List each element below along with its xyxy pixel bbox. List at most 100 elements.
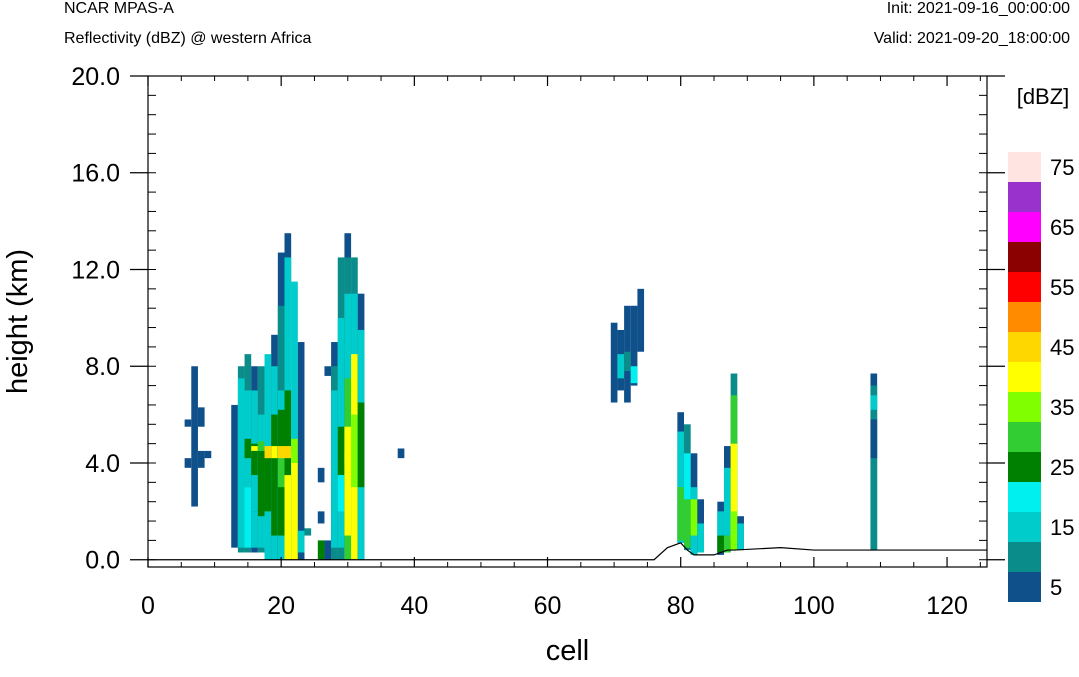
reflectivity-cell <box>297 342 305 560</box>
reflectivity-cell <box>630 305 638 386</box>
reflectivity-cell <box>264 446 272 459</box>
y-tick-label: 0.0 <box>85 547 120 575</box>
terrain-line <box>148 542 987 561</box>
reflectivity-cell <box>617 354 625 379</box>
reflectivity-cell <box>730 511 738 551</box>
colorbar-swatch <box>1008 362 1041 392</box>
reflectivity-cell <box>870 419 878 459</box>
reflectivity-cell <box>697 523 705 553</box>
colorbar-swatch <box>1008 272 1041 302</box>
reflectivity-cell <box>277 450 285 488</box>
colorbar-label: 5 <box>1050 575 1062 600</box>
reflectivity-cell <box>624 351 631 372</box>
colorbar-label: 35 <box>1050 395 1074 420</box>
reflectivity-cell <box>184 458 192 468</box>
x-tick-label: 120 <box>926 592 968 620</box>
reflectivity-cell <box>317 511 325 524</box>
init-time: Init: 2021-09-16_00:00:00 <box>886 0 1070 17</box>
reflectivity-cell <box>637 288 645 352</box>
colorbar-label: 75 <box>1050 155 1074 180</box>
reflectivity-cell <box>271 414 278 536</box>
reflectivity-cell <box>737 523 744 551</box>
colorbar-swatch <box>1008 482 1041 512</box>
valid-time: Valid: 2021-09-20_18:00:00 <box>873 30 1070 47</box>
reflectivity-cell <box>257 441 265 451</box>
reflectivity-cell <box>677 487 685 541</box>
reflectivity-cell <box>304 528 312 536</box>
reflectivity-cell <box>291 438 298 463</box>
x-axis-label: cell <box>546 635 590 667</box>
x-tick-label: 60 <box>534 592 562 620</box>
reflectivity-cell <box>331 390 338 548</box>
plot-frame <box>147 75 988 568</box>
reflectivity-cell <box>351 414 358 488</box>
x-tick-label: 20 <box>267 592 295 620</box>
reflectivity-cell <box>284 446 292 459</box>
reflectivity-cell <box>870 385 878 551</box>
reflectivity-cell <box>264 453 272 512</box>
colorbar-label: 65 <box>1050 215 1074 240</box>
colorbar-swatch <box>1008 212 1041 242</box>
colorbar-swatch <box>1008 302 1041 332</box>
reflectivity-cell <box>317 467 325 483</box>
chart-subtitle: Reflectivity (dBZ) @ western Africa <box>64 30 312 47</box>
reflectivity-cell <box>630 366 638 384</box>
reflectivity-cell <box>723 467 731 536</box>
colorbar: 5 15 25 35 45 55 65 75 <box>1008 152 1074 602</box>
y-tick-label: 20.0 <box>71 63 120 91</box>
reflectivity-cell <box>271 446 278 459</box>
reflectivity-cell <box>337 426 345 476</box>
colorbar-swatch <box>1008 572 1041 602</box>
reflectivity-cell <box>730 443 738 541</box>
reflectivity-cell <box>337 475 345 512</box>
reflectivity-cell <box>184 419 192 427</box>
reflectivity-cell <box>870 395 878 410</box>
reflectivity-cell <box>237 378 245 548</box>
colorbar-swatch <box>1008 542 1041 572</box>
colorbar-swatch <box>1008 422 1041 452</box>
colorbar-swatch <box>1008 152 1041 182</box>
y-tick-label: 8.0 <box>85 353 120 381</box>
reflectivity-cell <box>357 402 365 488</box>
reflectivity-cell <box>197 407 205 427</box>
x-tick-label: 40 <box>400 592 428 620</box>
chart-title: NCAR MPAS-A <box>64 0 174 17</box>
colorbar-swatch <box>1008 512 1041 542</box>
reflectivity-cell <box>344 426 352 536</box>
reflectivity-cell <box>257 450 265 517</box>
y-tick-label: 16.0 <box>71 160 120 188</box>
reflectivity-cell <box>231 404 238 548</box>
reflectivity-cell <box>244 438 252 459</box>
x-tick-label: 0 <box>141 592 155 620</box>
reflectivity-cell <box>324 366 332 376</box>
colorbar-swatch <box>1008 392 1041 422</box>
reflectivity-cell <box>297 530 305 553</box>
reflectivity-cell <box>284 475 292 560</box>
x-tick-label: 80 <box>667 592 695 620</box>
reflectivity-cell <box>284 390 292 500</box>
reflectivity-cell <box>204 450 212 459</box>
colorbar-swatch <box>1008 452 1041 482</box>
colorbar-swatch <box>1008 332 1041 362</box>
reflectivity-cell <box>317 540 325 560</box>
reflectivity-cell <box>684 499 691 548</box>
reflectivity-cell <box>191 366 198 507</box>
reflectivity-cell <box>690 499 698 536</box>
colorbar-label: 55 <box>1050 275 1074 300</box>
colorbar-swatch <box>1008 182 1041 212</box>
colorbar-unit: [dBZ] <box>1017 84 1070 109</box>
colorbar-label: 45 <box>1050 335 1074 360</box>
reflectivity-cell <box>244 487 252 548</box>
reflectivity-cell <box>610 322 618 403</box>
reflectivity-cell <box>717 511 724 553</box>
y-tick-label: 12.0 <box>71 256 120 284</box>
colorbar-label: 15 <box>1050 515 1074 540</box>
x-tick-label: 100 <box>793 592 835 620</box>
colorbar-label: 25 <box>1050 455 1074 480</box>
reflectivity-cell <box>397 448 405 459</box>
reflectivity-cell <box>717 535 724 553</box>
reflectivity-cell <box>324 540 332 560</box>
reflectivity-cell <box>251 446 258 451</box>
reflectivity-cell <box>291 281 298 560</box>
